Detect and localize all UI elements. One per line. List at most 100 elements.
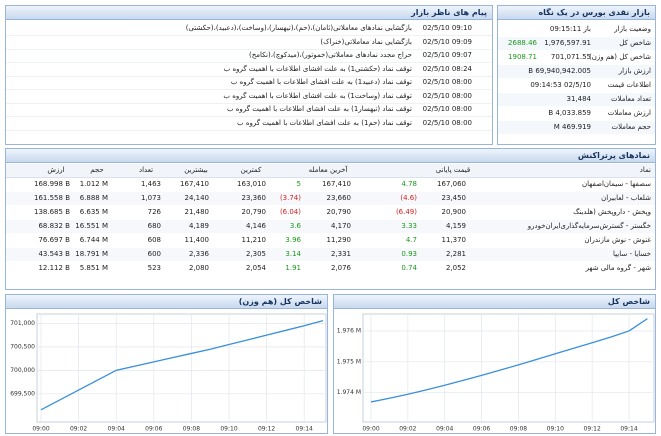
line-series — [370, 318, 648, 403]
column-header: حجم — [90, 166, 104, 174]
number-cell: 23,450 — [441, 194, 467, 202]
number-cell: 18.791 M — [75, 250, 108, 258]
table-row: شلعاب - لعابیران 23,450 (4.6) 23,660 (3.74) 2… — [6, 192, 655, 205]
number-cell: 5.851 M — [79, 264, 108, 272]
number-cell: 11,400 — [184, 236, 210, 244]
summary-label: ارزش بازار — [618, 67, 651, 75]
message-text: بازگشایی نمادهای معاملاتی(ثامان)،(حم)،(ت… — [185, 24, 412, 32]
number-cell: 68.832 B — [38, 222, 70, 230]
message-row: 02/5/10 08:00 توقف نماد (حم1) به علت افشا… — [6, 117, 492, 131]
number-cell: 523 — [147, 264, 161, 272]
column-header: ارزش — [47, 166, 65, 174]
column-header: تعداد — [138, 166, 154, 174]
change-cell: 1.91 — [285, 264, 301, 272]
message-time: 02/5/10 09:10 — [422, 24, 472, 32]
panel-title: نمادهای پرتراکنش — [6, 149, 655, 163]
x-tick-label: 09:12 — [258, 426, 275, 433]
column-header: کمترین — [240, 166, 262, 174]
change-cell: (4.6) — [400, 194, 417, 202]
x-tick-label: 09:08 — [510, 426, 527, 433]
x-tick-label: 09:00 — [362, 426, 379, 433]
number-cell: 163,010 — [237, 180, 266, 188]
number-cell: 680 — [147, 222, 161, 230]
message-row: 02/5/10 08:00 توقف نماد (تیهسار1) به علت … — [6, 103, 492, 117]
number-cell: 6.744 M — [79, 236, 108, 244]
x-tick-label: 09:12 — [584, 426, 601, 433]
y-tick-label: 701,000 — [10, 320, 35, 327]
message-row: 02/5/10 09:10 بازگشایی نمادهای معاملاتی(ث… — [6, 22, 492, 36]
table-row: شهر - گروه مالی شهر 2,052 0.74 2,076 1.91 2,0… — [6, 262, 655, 275]
chart-title: شاخص کل (هم وزن) — [6, 295, 327, 309]
message-text: توقف نماد (حم1) به علت افشای اطلاعات با … — [237, 118, 412, 127]
summary-label: ارزش معاملات — [607, 109, 651, 117]
x-tick-label: 09:10 — [547, 426, 564, 433]
message-row: 02/5/10 09:07 حراج مجدد نمادهای معاملاتی(… — [6, 49, 492, 63]
y-tick-label: 699,500 — [10, 390, 35, 397]
message-row: 02/5/10 08:00 توقف نماد (وساخت1) به علت ا… — [6, 90, 492, 104]
change-cell: 5 — [296, 180, 301, 188]
chart-panel: شاخص کل (هم وزن) 699,500 700,000 700,500 70… — [5, 294, 328, 434]
symbol-name: سصفها - سیمان‌اصفهان — [581, 180, 651, 188]
number-cell: 76.697 B — [38, 236, 70, 244]
symbol-name: وپخش - داروپخش (هلدینگ — [573, 208, 651, 216]
number-cell: 1,463 — [140, 180, 161, 188]
number-cell: 11,370 — [441, 236, 467, 244]
panel-title: بازار نقدی بورس در یک نگاه — [498, 6, 655, 20]
number-cell: 4,159 — [445, 222, 466, 230]
number-cell: 16.551 M — [75, 222, 108, 230]
table-row: وپخش - داروپخش (هلدینگ 20,900 (6.49) 20,790… — [6, 206, 655, 219]
table-row: سصفها - سیمان‌اصفهان 167,060 4.78 167,410 5 1… — [6, 178, 655, 191]
y-tick-label: 1.974 M — [337, 389, 361, 396]
number-cell: 138.685 B — [34, 208, 70, 216]
summary-value: 69,940,942.005 B — [528, 67, 591, 75]
symbol-name: غنوش - نوش مازندران — [584, 236, 651, 244]
number-cell: 726 — [147, 208, 161, 216]
summary-value: باز 09:15:11 — [549, 25, 591, 33]
x-tick-label: 09:14 — [620, 426, 637, 433]
number-cell: 168.998 B — [34, 180, 70, 188]
number-cell: 4,189 — [188, 222, 209, 230]
y-tick-label: 700,500 — [10, 343, 35, 350]
message-text: توقف نماد (حکشتی1) به علت افشای اطلاعات … — [223, 64, 412, 73]
column-header: بیشترین — [184, 166, 208, 174]
message-row: 02/5/10 09:09 بازگشایی نماد معاملاتی(خنرا… — [6, 36, 492, 50]
symbol-name: شلعاب - لعابیران — [601, 194, 651, 202]
summary-value: 701,071.55 — [550, 53, 591, 61]
chart-panel: شاخص کل 1.974 M 1.975 M 1.976 M 09:00 09:02 0… — [333, 294, 656, 434]
message-time: 02/5/10 08:00 — [422, 91, 472, 100]
table-row: خسایا - سایپا 2,281 0.93 2,331 3.14 2,305 2,33… — [6, 248, 655, 261]
x-tick-label: 09:02 — [70, 426, 87, 433]
change-cell: 0.93 — [401, 250, 417, 258]
number-cell: 608 — [147, 236, 161, 244]
column-header: آخرین معامله — [308, 166, 348, 174]
top-symbols-panel: نمادهای پرتراکنش نماد قیمت پایانی آخرین مع… — [5, 148, 656, 290]
message-time: 02/5/10 09:09 — [422, 37, 472, 46]
change-cell: 4.7 — [405, 236, 417, 244]
message-text: توقف نماد (تیهسار1) به علت افشای اطلاعات… — [226, 105, 412, 113]
x-tick-label: 09:06 — [145, 426, 162, 433]
number-cell: 2,080 — [188, 264, 209, 272]
change-cell: 4.78 — [401, 180, 417, 188]
chart-title: شاخص کل — [334, 295, 655, 309]
x-tick-label: 09:04 — [436, 426, 453, 433]
change-cell: (3.74) — [279, 194, 301, 202]
message-text: حراج مجدد نمادهای معاملاتی(خموتور)،(میدک… — [249, 51, 412, 59]
symbol-name: خسایا - سایپا — [613, 250, 651, 258]
summary-row: شاخص کل (هم وزن) 701,071.55 1908.71 — [498, 51, 655, 64]
message-time: 02/5/10 08:00 — [422, 105, 472, 113]
table-header-row: نماد قیمت پایانی آخرین معامله کمترین بیشترین… — [6, 164, 655, 178]
y-tick-label: 1.976 M — [337, 327, 361, 334]
summary-row: شاخص کل 1,976,597.91 2688.46 — [498, 37, 655, 50]
number-cell: 43.543 B — [38, 250, 70, 258]
number-cell: 167,060 — [437, 180, 466, 188]
x-tick-label: 09:14 — [296, 426, 313, 433]
summary-label: شاخص کل (هم وزن) — [589, 53, 651, 61]
number-cell: 2,305 — [245, 250, 266, 258]
number-cell: 6.635 M — [79, 208, 108, 216]
change-cell: 3.96 — [285, 236, 301, 244]
chart: 699,500 700,000 700,500 701,000 09:00 09:02 09… — [10, 313, 327, 433]
number-cell: 20,900 — [441, 208, 467, 216]
summary-label: وضعیت بازار — [614, 25, 651, 33]
summary-row: حجم معاملات 469.919 M — [498, 121, 655, 134]
number-cell: 23,360 — [241, 194, 267, 202]
